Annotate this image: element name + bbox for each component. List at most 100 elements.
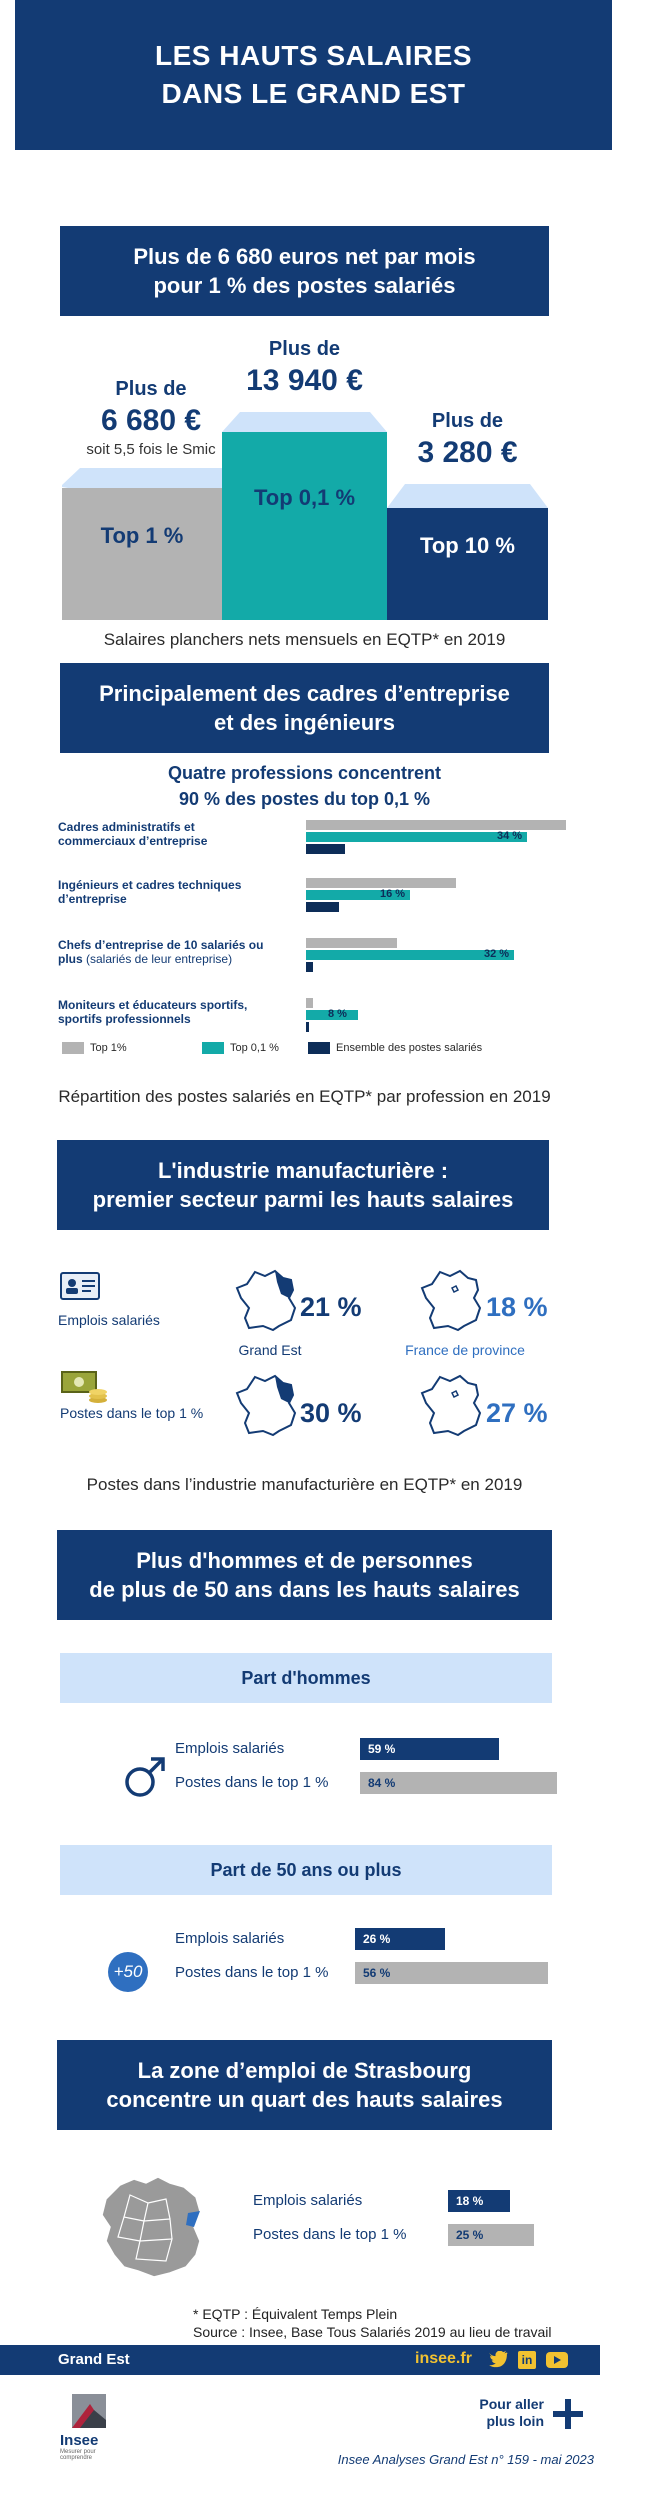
grand-est-zones-map (101, 2176, 201, 2278)
share-bar: 18 % (448, 2190, 511, 2212)
legend-label: Top 1% (90, 1042, 127, 1054)
id-card-icon (60, 1272, 100, 1300)
section4-title: Plus d'hommes et de personnes de plus de… (57, 1530, 552, 1620)
profession-bar (306, 998, 313, 1008)
profession-bar (306, 1022, 310, 1032)
profession-label: Moniteurs et éducateurs sportifs, sportif… (58, 998, 298, 1026)
share-row-label: Emplois salariés (253, 2192, 363, 2209)
page-title-line2: DANS LE GRAND EST (161, 78, 466, 109)
profession-label-line1: Moniteurs et éducateurs sportifs, (58, 998, 248, 1012)
podium-top01-label: Top 0,1 % (253, 485, 356, 510)
podium-top10-prefix: Plus de (431, 410, 504, 432)
footnote-source: Source : Insee, Base Tous Salariés 2019 … (193, 2324, 552, 2340)
plus-icon[interactable] (552, 2398, 584, 2430)
profession-chart: Cadres administratifs et commerciaux d’en… (58, 820, 578, 1070)
profession-label-note: (salariés de leur entreprise) (82, 952, 233, 966)
banknote-icon (61, 1371, 107, 1403)
plus-50-icon: +50 (108, 1952, 148, 1992)
insee-site-link[interactable]: insee.fr (415, 2350, 472, 2367)
footnote: * EQTP : Équivalent Temps Plein Source :… (193, 2305, 552, 2341)
province-label: France de province (405, 1342, 525, 1358)
section3-title-line1: L'industrie manufacturière : (157, 1158, 449, 1183)
insee-logo[interactable]: Insee Mesurer pour comprendre (60, 2392, 120, 2461)
profession-bar (306, 820, 566, 830)
podium-top10-amount: 3 280 € (417, 436, 518, 469)
profession-bar (306, 950, 514, 960)
section1-title-line1: Plus de 6 680 euros net par mois (133, 244, 476, 269)
profession-label-text: commerciaux d’entreprise (58, 834, 208, 848)
footer-band: Grand Est insee.fr in (0, 2345, 600, 2375)
podium-top1-prefix: Plus de (115, 378, 187, 400)
profession-bar (306, 844, 345, 854)
podium-top1-note: soit 5,5 fois le Smic (86, 441, 216, 458)
insee-logo-sub: Mesurer pour comprendre (60, 2449, 96, 2461)
share-row-label: Postes dans le top 1 % (175, 1964, 329, 1981)
legend-swatch (62, 1042, 84, 1054)
page-header: LES HAUTS SALAIRES DANS LE GRAND EST (15, 0, 612, 150)
profession-label-text: sportifs professionnels (58, 1012, 191, 1026)
industry-row1-label: Emplois salariés (58, 1312, 160, 1328)
podium-top1-amount: 6 680 € (100, 404, 202, 437)
more-link-line2: plus loin (486, 2413, 544, 2429)
podium-block-top1 (62, 488, 222, 620)
grand-est-label: Grand Est (238, 1342, 302, 1358)
more-link[interactable]: Pour aller plus loin (450, 2396, 544, 2430)
section3-caption: Postes dans l’industrie manufacturière e… (86, 1475, 523, 1494)
profession-label-line1: Ingénieurs et cadres techniques (58, 878, 242, 892)
section2-subtitle-line1: Quatre professions concentrent (167, 763, 442, 783)
insee-logo-text: Insee (60, 2432, 99, 2449)
podium-top1-text: Plus de 6 680 € soit 5,5 fois le Smic (62, 378, 240, 458)
legend-item: Top 0,1 % (202, 1042, 279, 1054)
section1-title: Plus de 6 680 euros net par mois pour 1 … (60, 226, 549, 316)
men-share-title: Part d'hommes (60, 1653, 552, 1703)
section5-title-line1: La zone d’emploi de Strasbourg (137, 2058, 472, 2083)
section2-title-line1: Principalement des cadres d’entreprise (99, 681, 510, 706)
industry-emplois-grand-est: 21 % (300, 1292, 362, 1322)
profession-bar (306, 878, 456, 888)
footer-region: Grand Est (58, 2351, 130, 2368)
legend-label: Top 0,1 % (230, 1042, 279, 1054)
legend-item: Ensemble des postes salariés (308, 1042, 482, 1054)
industry-top-province: 27 % (486, 1398, 548, 1428)
section3-title-line2: premier secteur parmi les hauts salaires (92, 1187, 514, 1212)
publication-reference: Insee Analyses Grand Est n° 159 - mai 20… (337, 2452, 594, 2467)
section2-title-line2: et des ingénieurs (214, 710, 395, 735)
legend-swatch (202, 1042, 224, 1054)
podium-top01-text: Plus de 13 940 € (222, 338, 387, 401)
share-row-label: Postes dans le top 1 % (253, 2226, 407, 2243)
legend-item: Top 1% (62, 1042, 127, 1054)
profession-bar (306, 890, 410, 900)
footnote-eqtp: * EQTP : Équivalent Temps Plein (193, 2306, 398, 2322)
legend-label: Ensemble des postes salariés (336, 1042, 483, 1054)
podium-bevel-top1 (62, 468, 222, 488)
profession-bar (306, 902, 339, 912)
profession-label-text: plus (58, 952, 83, 966)
map-grand-est-top (235, 1374, 297, 1437)
share-bar: 26 % (355, 1928, 445, 1950)
youtube-icon[interactable] (546, 2352, 568, 2368)
age-share-title: Part de 50 ans ou plus (60, 1845, 552, 1895)
twitter-icon[interactable] (489, 2351, 509, 2369)
profession-label: Ingénieurs et cadres techniques d’entrepr… (58, 878, 298, 906)
section2-subtitle-line2: 90 % des postes du top 0,1 % (178, 789, 431, 809)
section4-title-line1: Plus d'hommes et de personnes (136, 1548, 473, 1573)
podium-bevel-top10 (387, 484, 548, 508)
page-title-line1: LES HAUTS SALAIRES (154, 40, 473, 71)
industry-emplois-province: 18 % (486, 1292, 548, 1322)
section1-title-line2: pour 1 % des postes salariés (153, 273, 456, 298)
section5-title: La zone d’emploi de Strasbourg concentre… (57, 2040, 552, 2130)
podium-top10-text: Plus de 3 280 € (387, 410, 548, 473)
section2-subtitle: Quatre professions concentrent 90 % des … (60, 760, 549, 812)
profession-label-line1: Cadres administratifs et (58, 820, 195, 834)
profession-label-line2: commerciaux d’entreprise (58, 834, 298, 848)
more-link-line1: Pour aller (479, 2396, 544, 2412)
map-province-top (420, 1374, 482, 1437)
linkedin-icon[interactable]: in (518, 2351, 536, 2369)
profession-label-line2: sportifs professionnels (58, 1012, 298, 1026)
podium-top10-label: Top 10 % (420, 533, 515, 558)
section1-caption: Salaires planchers nets mensuels en EQTP… (103, 630, 506, 649)
salary-podium (62, 412, 548, 620)
share-bar: 84 % (360, 1772, 558, 1794)
section2-title: Principalement des cadres d’entreprise e… (60, 663, 549, 753)
profession-label-line1: Chefs d’entreprise de 10 salariés ou (58, 938, 264, 952)
